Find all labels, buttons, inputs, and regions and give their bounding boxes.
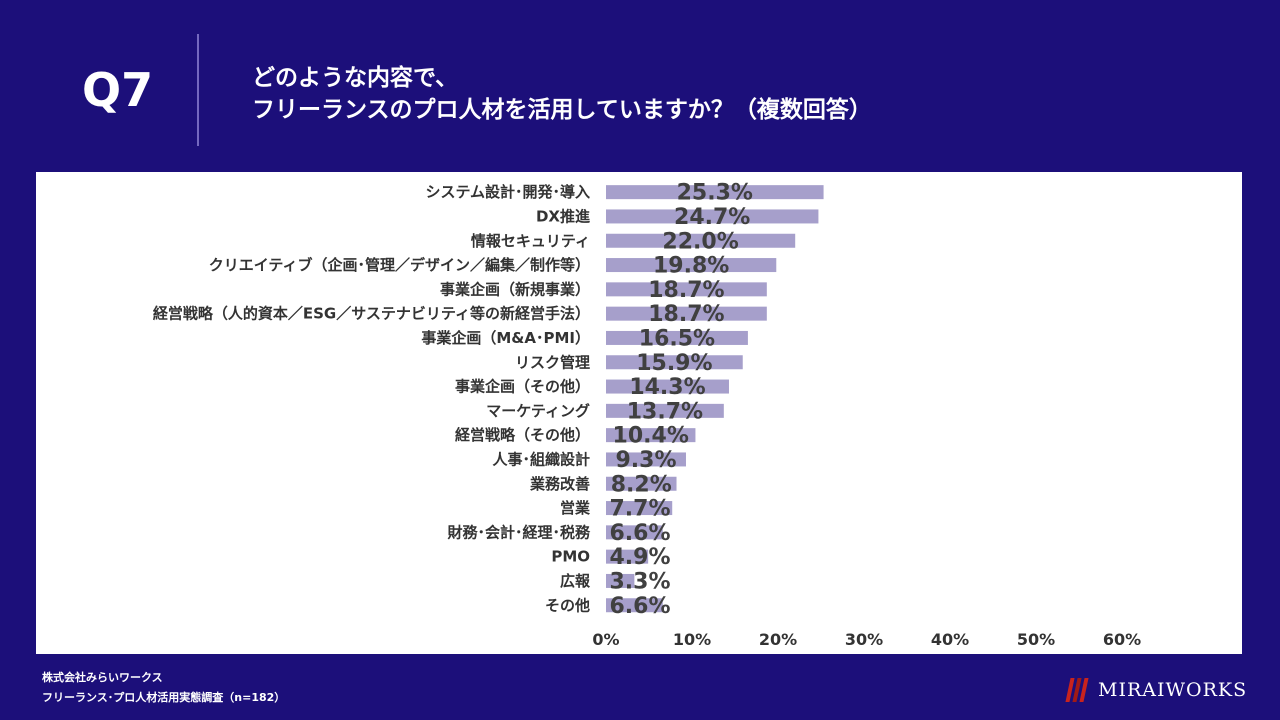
question-title-line2: フリーランスのプロ人材を活用していますか？（複数回答） xyxy=(252,97,872,123)
category-label: マーケティング xyxy=(486,402,590,420)
category-label: 広報 xyxy=(560,572,591,590)
data-label: 24.7% xyxy=(674,205,750,230)
category-label: 事業企画（その他） xyxy=(455,378,590,396)
data-label: 6.6% xyxy=(609,594,670,619)
logo-text: MIRAIWORKS xyxy=(1098,679,1248,701)
category-label: 財務･会計･経理･税務 xyxy=(446,523,591,541)
bar xyxy=(606,258,777,273)
data-label: 18.7% xyxy=(648,302,724,327)
data-label: 22.0% xyxy=(662,229,738,254)
x-tick-label: 20% xyxy=(759,630,797,649)
bar xyxy=(606,233,796,248)
bar xyxy=(606,525,663,540)
category-label: リスク管理 xyxy=(515,353,590,371)
bar xyxy=(606,330,748,345)
bar xyxy=(606,598,663,613)
data-label: 25.3% xyxy=(677,181,753,206)
data-label: 10.4% xyxy=(613,424,689,449)
question-title-line1: どのような内容で、 xyxy=(252,65,459,91)
category-label: DX推進 xyxy=(536,207,591,225)
category-label: 人事･組織設計 xyxy=(492,450,590,468)
footer-company: 株式会社みらいワークス xyxy=(42,671,163,684)
bar xyxy=(606,185,824,200)
data-label: 18.7% xyxy=(648,278,724,303)
bar xyxy=(606,476,677,491)
data-label: 8.2% xyxy=(611,472,672,497)
data-label: 7.7% xyxy=(609,497,670,522)
x-tick-label: 50% xyxy=(1017,630,1055,649)
logo-mark-icon xyxy=(1065,678,1089,702)
bar xyxy=(606,549,649,564)
data-label: 16.5% xyxy=(639,326,715,351)
question-number: Q7 xyxy=(82,63,154,117)
bar xyxy=(606,403,724,418)
bar xyxy=(606,501,673,516)
bar xyxy=(606,452,686,467)
footer-survey: フリーランス･プロ人材活用実態調査（n=182） xyxy=(42,691,286,704)
data-label: 3.3% xyxy=(609,569,670,594)
category-label: 業務改善 xyxy=(529,475,590,493)
x-tick-label: 10% xyxy=(673,630,711,649)
category-label: 情報セキュリティ xyxy=(471,232,590,250)
bar xyxy=(606,306,767,321)
category-label: 営業 xyxy=(560,499,591,517)
x-tick-label: 40% xyxy=(931,630,969,649)
data-label: 13.7% xyxy=(627,399,703,424)
category-label: PMO xyxy=(551,548,590,566)
category-label: クリエイティブ（企画･管理／デザイン／編集／制作等） xyxy=(209,256,590,274)
data-label: 15.9% xyxy=(636,351,712,376)
category-label: 経営戦略（その他） xyxy=(455,426,590,444)
bar xyxy=(606,379,729,394)
question-title: どのような内容で、 フリーランスのプロ人材を活用していますか？（複数回答） xyxy=(252,62,1232,126)
data-label: 4.9% xyxy=(609,545,670,570)
x-tick-label: 60% xyxy=(1103,630,1141,649)
miraiworks-logo: MIRAIWORKS xyxy=(1065,674,1248,706)
category-label: 事業企画（新規事業） xyxy=(440,280,590,298)
data-label: 6.6% xyxy=(609,521,670,546)
bar xyxy=(606,573,635,588)
bar xyxy=(606,355,743,370)
bar xyxy=(606,282,767,297)
chart-panel: システム設計･開発･導入 25.3% DX推進 24.7% 情報セキュリティ 22.0% ク… xyxy=(36,172,1242,654)
bar xyxy=(606,428,696,443)
category-label: 経営戦略（人的資本／ESG／サステナビリティ等の新経営手法） xyxy=(153,305,590,323)
category-label: 事業企画（M&A･PMI） xyxy=(421,329,590,347)
data-label: 9.3% xyxy=(615,448,676,473)
category-label: その他 xyxy=(545,596,590,614)
data-label: 14.3% xyxy=(629,375,705,400)
data-label: 19.8% xyxy=(653,254,729,279)
x-tick-label: 30% xyxy=(845,630,883,649)
bar-chart: システム設計･開発･導入 25.3% DX推進 24.7% 情報セキュリティ 22.0% ク… xyxy=(153,181,1141,649)
header-divider xyxy=(197,34,199,146)
category-label: システム設計･開発･導入 xyxy=(425,183,590,201)
bar xyxy=(606,209,819,224)
x-tick-label: 0% xyxy=(592,630,619,649)
footer: 株式会社みらいワークス フリーランス･プロ人材活用実態調査（n=182） xyxy=(42,668,285,708)
